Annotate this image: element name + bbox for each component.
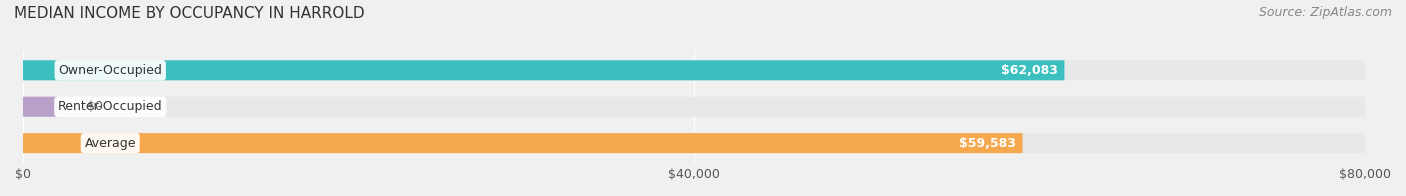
- FancyBboxPatch shape: [22, 60, 1064, 80]
- Text: Renter-Occupied: Renter-Occupied: [58, 100, 163, 113]
- Text: $0: $0: [87, 100, 104, 113]
- FancyBboxPatch shape: [22, 133, 1365, 153]
- Text: $59,583: $59,583: [959, 137, 1015, 150]
- Text: Source: ZipAtlas.com: Source: ZipAtlas.com: [1258, 6, 1392, 19]
- Text: $62,083: $62,083: [1001, 64, 1057, 77]
- Text: Owner-Occupied: Owner-Occupied: [58, 64, 162, 77]
- FancyBboxPatch shape: [22, 60, 1365, 80]
- Text: Average: Average: [84, 137, 136, 150]
- FancyBboxPatch shape: [22, 97, 56, 117]
- Text: MEDIAN INCOME BY OCCUPANCY IN HARROLD: MEDIAN INCOME BY OCCUPANCY IN HARROLD: [14, 6, 364, 21]
- FancyBboxPatch shape: [22, 133, 1022, 153]
- FancyBboxPatch shape: [22, 97, 1365, 117]
